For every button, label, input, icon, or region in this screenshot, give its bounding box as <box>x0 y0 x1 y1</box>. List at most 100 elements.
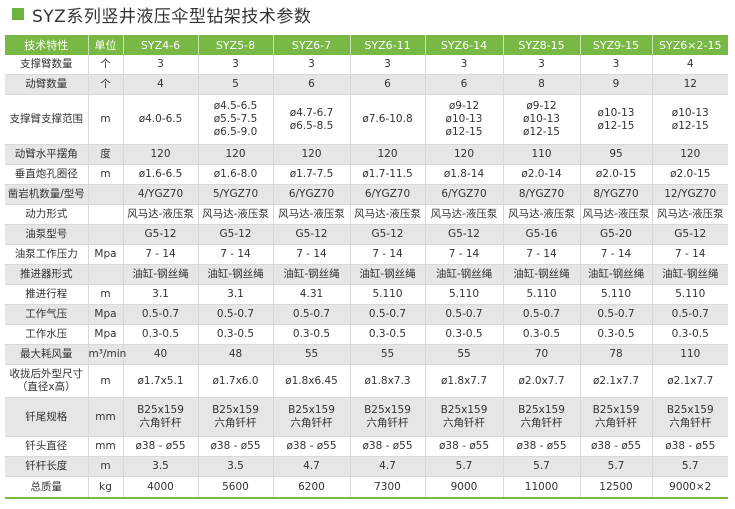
table-cell: 油缸-钢丝绳 <box>273 264 351 285</box>
row-label: 工作气压 <box>5 304 89 325</box>
table-cell: 0.3-0.5 <box>425 324 504 345</box>
table-cell: 7 - 14 <box>198 244 274 265</box>
row-label: 支撑臂数量 <box>5 55 89 75</box>
table-cell: ø2.1x7.7 <box>580 364 653 398</box>
table-cell: 4 <box>652 55 728 75</box>
row-label: 钎尾规格 <box>5 397 89 437</box>
table-cell: 油缸-钢丝绳 <box>350 264 426 285</box>
column-header: SYZ6-11 <box>350 35 426 55</box>
row-unit <box>88 204 124 225</box>
table-cell: 油缸-钢丝绳 <box>652 264 728 285</box>
table-cell: G5-12 <box>652 224 728 245</box>
table-row: 推进器形式 油缸-钢丝绳 油缸-钢丝绳 油缸-钢丝绳 油缸-钢丝绳 油缸-钢丝绳 油缸-钢丝… <box>5 264 728 285</box>
table-cell: 4000 <box>123 476 199 499</box>
table-cell: 6 <box>273 74 351 95</box>
table-cell: B25x159 六角钎杆 <box>123 397 199 437</box>
table-cell: B25x159 六角钎杆 <box>503 397 581 437</box>
row-label: 动力形式 <box>5 204 89 225</box>
table-cell: ø9-12 ø10-13 ø12-15 <box>425 94 504 145</box>
table-cell: 3.1 <box>123 284 199 305</box>
table-cell: 0.5-0.7 <box>273 304 351 325</box>
table-row: 收拢后外型尺寸 （直径x高） m ø1.7x5.1 ø1.7x6.0 ø1.8x6.45… <box>5 364 728 398</box>
table-row: 钎杆长度 m 3.5 3.5 4.7 4.7 5.7 5.7 5.7 5.7 <box>5 456 728 477</box>
table-row: 动臂水平摆角度 120 120 120 120 120 110 95 120 <box>5 144 728 165</box>
table-cell: ø38 - ø55 <box>350 436 426 457</box>
table-cell: 风马达-液压泵 <box>425 204 504 225</box>
table-cell: 7300 <box>350 476 426 499</box>
table-cell: 5.7 <box>652 456 728 477</box>
table-cell: 3.5 <box>123 456 199 477</box>
table-cell: G5-12 <box>198 224 274 245</box>
table-cell: ø10-13 ø12-15 <box>580 94 653 145</box>
table-cell: G5-20 <box>580 224 653 245</box>
table-cell: B25x159 六角钎杆 <box>273 397 351 437</box>
table-cell: 5.110 <box>652 284 728 305</box>
table-cell: 3 <box>273 55 351 75</box>
table-cell: 9 <box>580 74 653 95</box>
table-row: 垂直炮孔圈径 m ø1.6-6.5 ø1.6-8.0 ø1.7-7.5 ø1.7-11.5… <box>5 164 728 185</box>
table-cell: G5-16 <box>503 224 581 245</box>
table-cell: 0.3-0.5 <box>652 324 728 345</box>
column-header: SYZ8-15 <box>503 35 581 55</box>
title-text: SYZ系列竖井液压伞型钻架技术参数 <box>32 6 312 27</box>
table-cell: ø38 - ø55 <box>425 436 504 457</box>
row-label: 钎杆长度 <box>5 456 89 477</box>
table-cell: 7 - 14 <box>425 244 504 265</box>
table-cell: 5/YGZ70 <box>198 184 274 205</box>
table-cell: 12500 <box>580 476 653 499</box>
table-cell: 0.3-0.5 <box>580 324 653 345</box>
table-cell: 风马达-液压泵 <box>198 204 274 225</box>
table-cell: 5.7 <box>580 456 653 477</box>
table-cell: 7 - 14 <box>273 244 351 265</box>
row-unit: m <box>88 284 124 305</box>
table-cell: 3.1 <box>198 284 274 305</box>
table-cell: 6 <box>350 74 426 95</box>
row-label: 动臂数量 <box>5 74 89 95</box>
table-cell: 110 <box>503 144 581 165</box>
row-label: 动臂水平摆角 <box>5 144 89 165</box>
table-cell: 5 <box>198 74 274 95</box>
table-cell: 6/YGZ70 <box>273 184 351 205</box>
row-unit: m <box>88 364 124 398</box>
table-cell: 5.7 <box>503 456 581 477</box>
row-unit: kg <box>88 476 124 499</box>
row-label: 凿岩机数量/型号 <box>5 184 89 205</box>
column-header: SYZ6-14 <box>425 35 504 55</box>
table-cell: 12 <box>652 74 728 95</box>
table-cell: 55 <box>273 344 351 365</box>
table-row: 油泵工作压力 Mpa 7 - 14 7 - 14 7 - 14 7 - 14 7 - 14 7… <box>5 244 728 265</box>
table-cell: ø10-13 ø12-15 <box>652 94 728 145</box>
table-cell: 95 <box>580 144 653 165</box>
table-cell: 0.3-0.5 <box>503 324 581 345</box>
table-cell: 7 - 14 <box>350 244 426 265</box>
table-cell: 0.5-0.7 <box>425 304 504 325</box>
table-cell: 3 <box>580 55 653 75</box>
table-cell: 风马达-液压泵 <box>273 204 351 225</box>
row-label: 油泵型号 <box>5 224 89 245</box>
row-label: 钎头直径 <box>5 436 89 457</box>
table-cell: 4.7 <box>350 456 426 477</box>
table-cell: 风马达-液压泵 <box>350 204 426 225</box>
table-cell: 8/YGZ70 <box>503 184 581 205</box>
table-cell: 5600 <box>198 476 274 499</box>
title-marker-icon <box>12 8 24 20</box>
table-row: 动力形式 风马达-液压泵 风马达-液压泵 风马达-液压泵 风马达-液压泵 风马达-液压泵风… <box>5 204 728 225</box>
row-unit: m <box>88 456 124 477</box>
table-cell: ø2.1x7.7 <box>652 364 728 398</box>
column-header: SYZ5-8 <box>198 35 274 55</box>
table-cell: 5.110 <box>350 284 426 305</box>
table-cell: ø4.0-6.5 <box>123 94 199 145</box>
table-cell: 11000 <box>503 476 581 499</box>
column-header: SYZ4-6 <box>123 35 199 55</box>
page-title: SYZ系列竖井液压伞型钻架技术参数 <box>12 2 312 27</box>
table-cell: 120 <box>652 144 728 165</box>
table-cell: G5-12 <box>123 224 199 245</box>
table-cell: 7 - 14 <box>580 244 653 265</box>
table-cell: ø1.7x5.1 <box>123 364 199 398</box>
table-cell: ø38 - ø55 <box>198 436 274 457</box>
table-cell: 12/YGZ70 <box>652 184 728 205</box>
row-label: 推进行程 <box>5 284 89 305</box>
table-cell: 40 <box>123 344 199 365</box>
table-cell: 9000 <box>425 476 504 499</box>
table-row: 油泵型号 G5-12 G5-12 G5-12 G5-12 G5-12 G5-16 G5-20 G… <box>5 224 728 245</box>
